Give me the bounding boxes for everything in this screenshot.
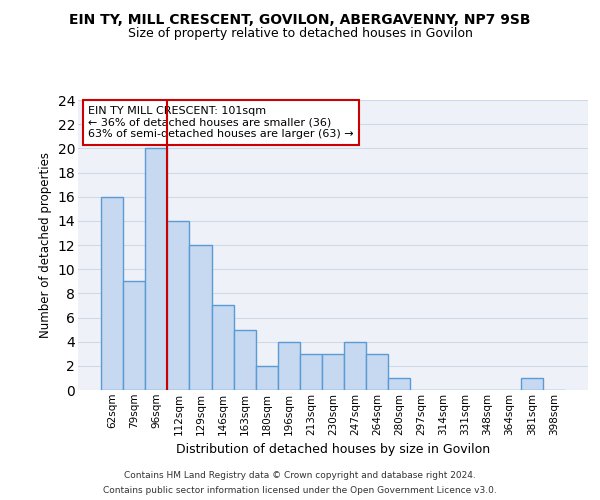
Bar <box>212 306 233 390</box>
X-axis label: Distribution of detached houses by size in Govilon: Distribution of detached houses by size … <box>176 443 490 456</box>
Bar <box>233 330 256 390</box>
Bar <box>101 196 123 390</box>
Bar <box>278 342 300 390</box>
Bar <box>123 281 145 390</box>
Bar <box>300 354 322 390</box>
Bar <box>388 378 410 390</box>
Text: Contains public sector information licensed under the Open Government Licence v3: Contains public sector information licen… <box>103 486 497 495</box>
Text: Size of property relative to detached houses in Govilon: Size of property relative to detached ho… <box>128 28 472 40</box>
Bar <box>344 342 366 390</box>
Bar <box>145 148 167 390</box>
Bar <box>521 378 543 390</box>
Text: EIN TY MILL CRESCENT: 101sqm
← 36% of detached houses are smaller (36)
63% of se: EIN TY MILL CRESCENT: 101sqm ← 36% of de… <box>88 106 354 139</box>
Text: Contains HM Land Registry data © Crown copyright and database right 2024.: Contains HM Land Registry data © Crown c… <box>124 471 476 480</box>
Text: EIN TY, MILL CRESCENT, GOVILON, ABERGAVENNY, NP7 9SB: EIN TY, MILL CRESCENT, GOVILON, ABERGAVE… <box>69 12 531 26</box>
Bar <box>167 221 190 390</box>
Bar <box>366 354 388 390</box>
Bar <box>256 366 278 390</box>
Y-axis label: Number of detached properties: Number of detached properties <box>39 152 52 338</box>
Bar <box>190 245 212 390</box>
Bar <box>322 354 344 390</box>
